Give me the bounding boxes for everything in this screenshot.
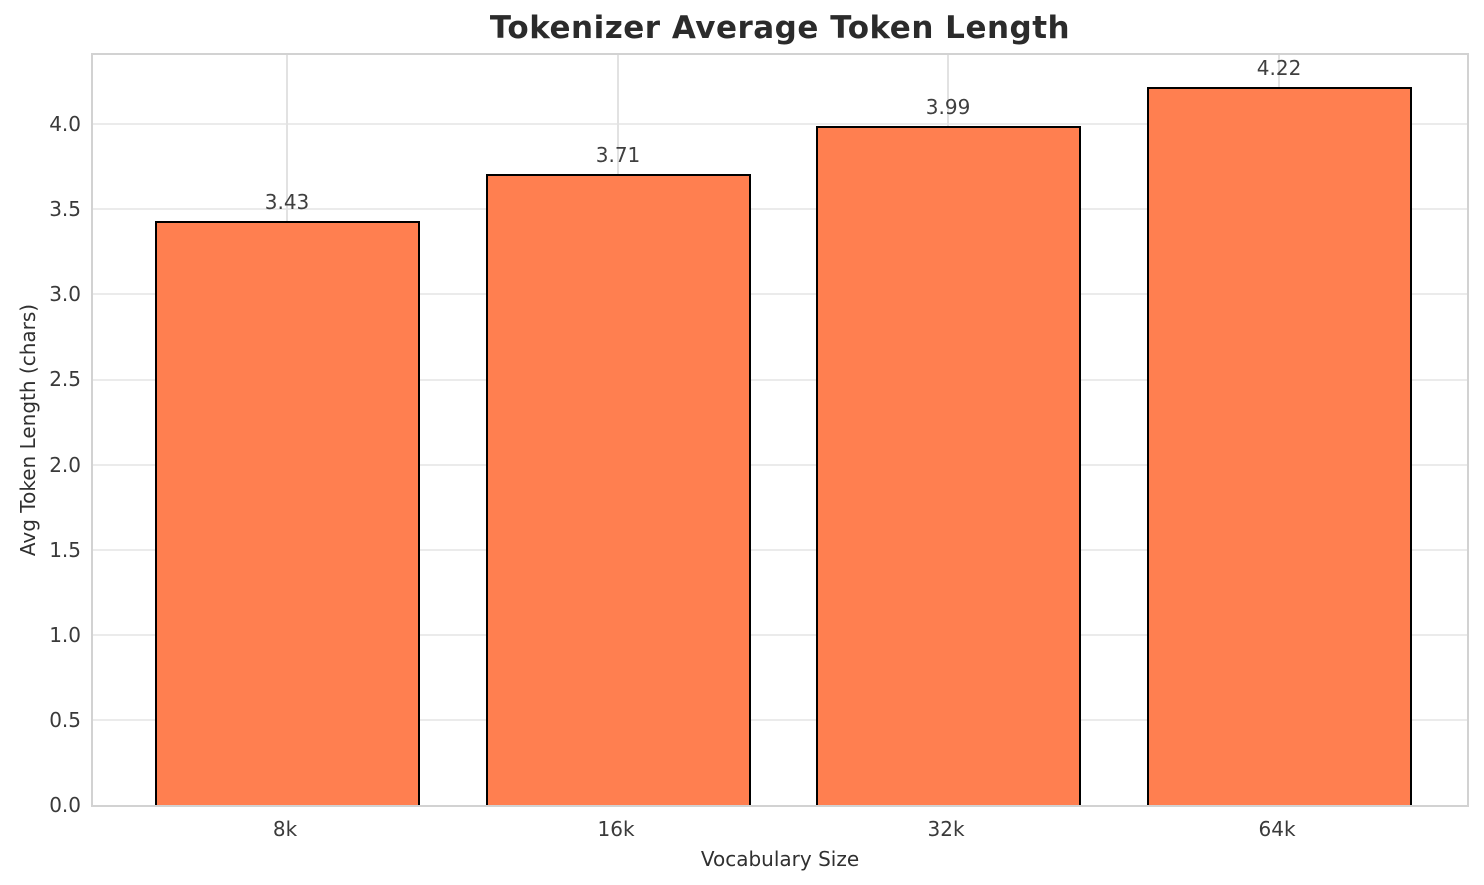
y-tick-label: 3.0 [49,282,81,307]
y-tick-label: 1.0 [49,622,81,647]
bar-16k [485,173,751,805]
plot-area: 3.43 3.71 3.99 4.22 [91,53,1469,807]
bar-value-label: 4.22 [1256,55,1302,80]
x-tick-label-8k: 8k [272,817,298,841]
gridline-horizontal [93,123,1467,126]
y-tick-label: 0.0 [49,793,81,817]
y-tick-label: 2.0 [49,452,81,477]
y-tick-label: 4.0 [49,112,81,137]
gridline-horizontal [93,378,1467,381]
x-axis-label: Vocabulary Size [700,847,860,871]
x-tick-label-64k: 64k [1258,817,1296,841]
bar-64k [1146,86,1412,805]
chart-title: Tokenizer Average Token Length [489,10,1071,46]
gridline-horizontal [93,293,1467,296]
bar-8k [154,221,420,805]
bar-value-label: 3.43 [264,190,310,215]
bar-value-label: 3.71 [595,142,641,167]
gridline-horizontal [93,633,1467,636]
y-tick-label: 3.5 [49,197,81,222]
gridline-horizontal [93,548,1467,551]
bar-value-label: 3.99 [925,94,971,119]
y-tick-label: 2.5 [49,367,81,392]
y-tick-label: 1.5 [49,537,81,562]
gridline-horizontal [93,208,1467,211]
x-tick-label-16k: 16k [597,817,635,841]
bar-32k [815,125,1081,805]
y-axis-label: Avg Token Length (chars) [16,303,40,557]
gridline-horizontal [93,718,1467,721]
gridline-horizontal [93,463,1467,466]
x-tick-label-32k: 32k [927,817,965,841]
y-tick-label: 0.5 [49,707,81,732]
